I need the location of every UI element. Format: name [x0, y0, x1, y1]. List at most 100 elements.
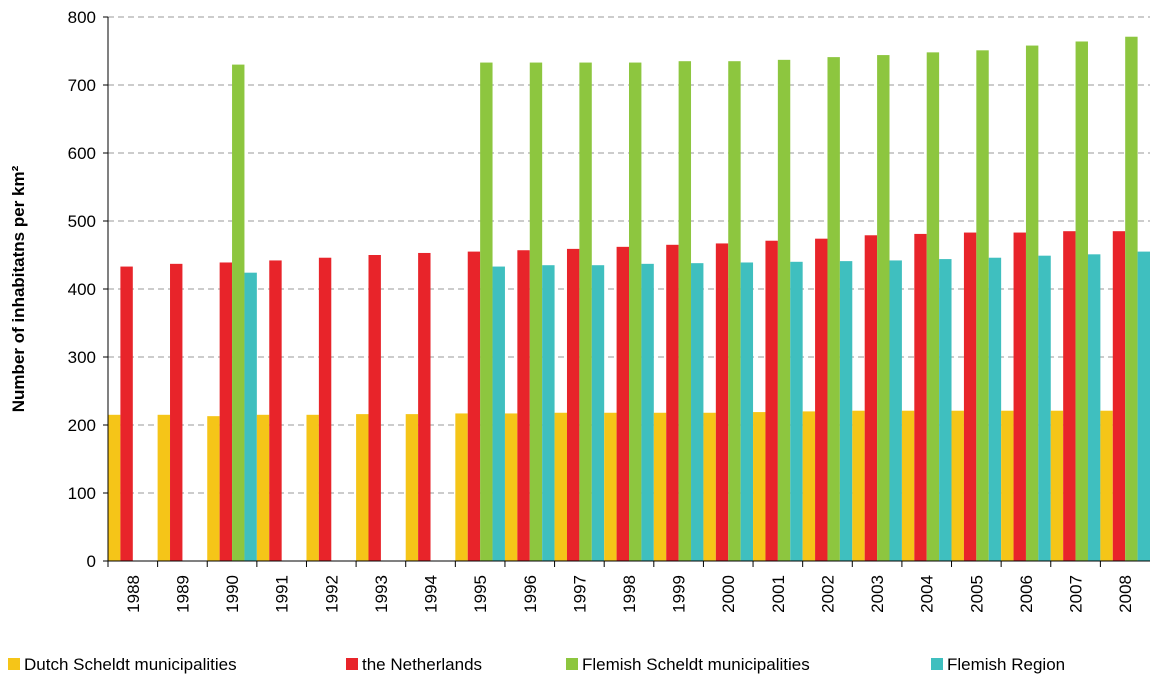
- y-tick-label: 100: [68, 484, 96, 503]
- bar: [1038, 255, 1051, 561]
- x-tick-label: 2004: [918, 575, 937, 613]
- y-tick-label: 400: [68, 280, 96, 299]
- y-axis-label: Number of inhabitatns per km²: [9, 165, 28, 412]
- bar: [1087, 254, 1101, 561]
- bar: [517, 250, 530, 562]
- bar: [777, 59, 791, 562]
- bar: [244, 272, 257, 561]
- bar: [492, 266, 505, 561]
- y-tick-label: 700: [68, 76, 96, 95]
- bar: [108, 414, 121, 561]
- x-tick-label: 1991: [273, 575, 292, 613]
- bar: [405, 414, 419, 561]
- bar: [306, 414, 319, 561]
- x-tick-label: 1998: [620, 575, 639, 613]
- bar: [666, 244, 679, 562]
- bar: [269, 260, 282, 561]
- bar: [827, 57, 840, 562]
- legend-label: the Netherlands: [362, 655, 482, 674]
- bar: [356, 414, 369, 561]
- bar: [368, 255, 381, 561]
- bar: [926, 52, 940, 562]
- bar: [1137, 251, 1150, 561]
- bar: [864, 235, 878, 561]
- bar: [480, 62, 493, 562]
- bar: [691, 263, 704, 561]
- bar: [740, 262, 754, 561]
- y-tick-label: 200: [68, 416, 96, 435]
- bar: [1001, 410, 1014, 561]
- bar: [629, 62, 642, 562]
- y-tick-label: 600: [68, 144, 96, 163]
- legend-swatch: [8, 658, 20, 670]
- bar: [318, 257, 332, 561]
- bar: [232, 64, 245, 561]
- bar: [728, 61, 741, 561]
- x-tick-label: 2002: [818, 575, 837, 613]
- x-tick-label: 2001: [769, 575, 788, 613]
- bar: [753, 412, 766, 561]
- x-tick-label: 2006: [1017, 575, 1036, 613]
- bar: [120, 266, 133, 561]
- bar: [889, 260, 902, 561]
- bar: [939, 259, 952, 561]
- bar: [963, 232, 977, 561]
- x-tick-label: 1993: [372, 575, 391, 613]
- bar: [641, 263, 654, 561]
- bar: [951, 410, 964, 561]
- legend-swatch: [346, 658, 358, 670]
- x-tick-label: 1992: [322, 575, 341, 613]
- legend-label: Dutch Scheldt municipalities: [24, 655, 237, 674]
- x-tick-label: 2008: [1116, 575, 1135, 613]
- x-tick-label: 1988: [124, 575, 143, 613]
- bar: [554, 412, 567, 561]
- bar: [579, 62, 592, 562]
- legend-swatch: [566, 658, 578, 670]
- bar: [1112, 231, 1126, 561]
- bar: [1013, 232, 1026, 561]
- y-tick-label: 800: [68, 8, 96, 27]
- bar: [914, 233, 927, 562]
- bar: [219, 262, 233, 561]
- bar: [455, 413, 468, 561]
- bar: [802, 411, 816, 561]
- y-tick-label: 500: [68, 212, 96, 231]
- bar: [504, 413, 518, 561]
- bar: [703, 412, 716, 561]
- bar: [604, 412, 617, 561]
- bar: [170, 263, 183, 561]
- x-tick-label: 2000: [719, 575, 738, 613]
- bar: [207, 416, 220, 561]
- bar: [988, 257, 1002, 561]
- bar: [1075, 41, 1088, 562]
- bar: [653, 412, 667, 561]
- bar: [157, 414, 171, 561]
- x-tick-label: 1990: [223, 575, 242, 613]
- x-tick-label: 1995: [471, 575, 490, 613]
- x-tick-label: 2007: [1067, 575, 1086, 613]
- x-tick-label: 1989: [173, 575, 192, 613]
- bar: [877, 55, 890, 562]
- bar: [591, 265, 605, 561]
- bar: [1063, 231, 1076, 561]
- bar: [976, 50, 989, 561]
- bar: [542, 265, 555, 561]
- bar: [616, 246, 629, 561]
- legend-label: Flemish Region: [947, 655, 1065, 674]
- bar: [467, 251, 481, 561]
- y-tick-label: 0: [87, 552, 96, 571]
- bar: [901, 410, 915, 561]
- x-tick-label: 1999: [670, 575, 689, 613]
- bar: [529, 62, 543, 562]
- bar: [715, 243, 729, 561]
- x-tick-label: 1996: [521, 575, 540, 613]
- bar: [815, 238, 828, 561]
- x-tick-label: 1997: [570, 575, 589, 613]
- bar: [852, 410, 865, 561]
- bar: [790, 261, 803, 561]
- legend-label: Flemish Scheldt municipalities: [582, 655, 810, 674]
- bar: [256, 414, 270, 561]
- bar: [1025, 45, 1039, 562]
- bar: [678, 61, 692, 561]
